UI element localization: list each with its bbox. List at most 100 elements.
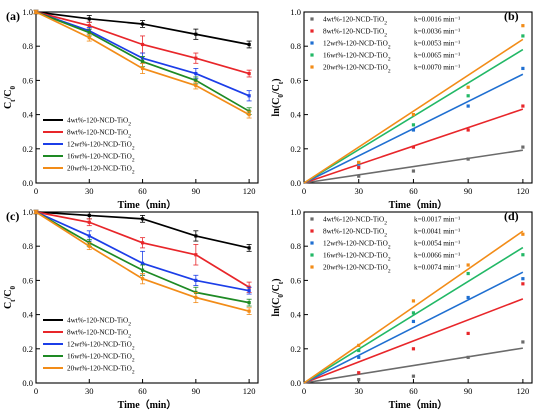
data-point bbox=[87, 234, 91, 238]
data-point bbox=[140, 277, 145, 281]
x-tick-label: 60 bbox=[409, 186, 418, 196]
plot-frame bbox=[303, 211, 533, 384]
y-tick-label: 0.8 bbox=[290, 241, 301, 251]
data-point bbox=[247, 309, 251, 313]
x-tick-label: 60 bbox=[409, 386, 418, 396]
data-point bbox=[411, 123, 416, 127]
data-point bbox=[411, 113, 416, 117]
data-point bbox=[247, 113, 251, 117]
data-point bbox=[521, 24, 525, 28]
data-point bbox=[466, 355, 470, 359]
legend-label: 20wt%-120-NCD-TiO2 bbox=[67, 165, 135, 176]
x-axis-title: Time（min） bbox=[389, 198, 448, 211]
data-point bbox=[466, 157, 470, 161]
data-point bbox=[87, 244, 91, 248]
x-tick-label: 120 bbox=[243, 186, 256, 196]
legend-label: 16wt%-120-NCD-TiO2 bbox=[323, 252, 391, 263]
legend-swatch bbox=[310, 229, 314, 233]
legend-swatch bbox=[310, 65, 314, 69]
legend-rate-constant: k=0.0054 min⁻¹ bbox=[414, 240, 460, 248]
data-point bbox=[140, 217, 145, 221]
y-tick-label: 0.2 bbox=[290, 344, 301, 354]
y-tick-label: 0.8 bbox=[22, 241, 33, 251]
legend-label: 16wt%-120-NCD-TiO2 bbox=[67, 153, 135, 164]
legend: 4wt%-120-NCD-TiO2 k=0.0016 min⁻¹ 8wt%-120-… bbox=[310, 16, 460, 75]
data-point bbox=[194, 234, 198, 238]
fit-line bbox=[303, 347, 524, 384]
data-point bbox=[411, 311, 416, 315]
data-point bbox=[247, 94, 251, 98]
data-point bbox=[411, 128, 416, 132]
data-point bbox=[87, 17, 91, 21]
y-tick-label: 0.2 bbox=[290, 144, 301, 154]
fit-line bbox=[303, 149, 523, 184]
data-point bbox=[466, 128, 470, 132]
legend: 4wt%-120-NCD-TiO2 k=0.0017 min⁻¹ 8wt%-120-… bbox=[310, 216, 460, 275]
legend-swatch bbox=[310, 217, 314, 221]
legend-label: 20wt%-120-NCD-TiO2 bbox=[67, 365, 135, 376]
data-point bbox=[521, 253, 525, 257]
series-2 bbox=[303, 104, 525, 184]
series-5 bbox=[33, 9, 252, 119]
y-tick-label: 0.6 bbox=[22, 75, 33, 85]
legend-rate-constant: k=0.0041 min⁻¹ bbox=[414, 228, 460, 236]
legend-rate-constant: k=0.0053 min⁻¹ bbox=[414, 40, 460, 48]
data-point bbox=[411, 319, 416, 324]
series-2 bbox=[33, 209, 252, 293]
data-point bbox=[521, 340, 525, 344]
legend-label: 20wt%-120-NCD-TiO2 bbox=[323, 264, 391, 275]
x-tick-label: 0 bbox=[34, 386, 38, 396]
data-point bbox=[357, 166, 361, 170]
y-tick-label: 1.0 bbox=[290, 207, 301, 217]
data-point bbox=[194, 253, 198, 257]
data-point bbox=[466, 94, 470, 98]
legend-label: 4wt%-120-NCD-TiO2 bbox=[67, 317, 131, 328]
legend-swatch bbox=[310, 29, 314, 33]
legend-rate-constant: k=0.0065 min⁻¹ bbox=[414, 52, 460, 60]
y-axis-title: Ct/C0 bbox=[3, 285, 17, 309]
y-tick-label: 1.0 bbox=[22, 7, 33, 17]
data-point bbox=[521, 34, 525, 38]
data-point bbox=[357, 371, 361, 375]
x-tick-label: 120 bbox=[243, 386, 256, 396]
data-point bbox=[357, 343, 361, 347]
data-point bbox=[411, 145, 416, 149]
y-tick-label: 0.8 bbox=[22, 41, 33, 51]
fit-line bbox=[303, 246, 524, 384]
legend-swatch bbox=[310, 253, 314, 257]
y-tick-label: 0.4 bbox=[290, 110, 301, 120]
series-5 bbox=[303, 24, 525, 184]
data-point bbox=[34, 10, 38, 14]
data-point bbox=[466, 271, 470, 276]
plot-frame bbox=[35, 11, 259, 184]
legend-rate-constant: k=0.0066 min⁻¹ bbox=[414, 252, 460, 260]
x-tick-label: 120 bbox=[517, 386, 530, 396]
data-point bbox=[87, 24, 91, 28]
x-tick-label: 30 bbox=[85, 386, 94, 396]
legend-label: 8wt%-120-NCD-TiO2 bbox=[323, 228, 387, 239]
data-point bbox=[466, 331, 470, 336]
data-point bbox=[521, 66, 525, 71]
x-tick-label: 120 bbox=[517, 186, 530, 196]
data-point bbox=[411, 169, 416, 173]
data-point bbox=[87, 213, 91, 218]
y-tick-label: 0.6 bbox=[290, 275, 301, 285]
legend-label: 4wt%-120-NCD-TiO2 bbox=[323, 216, 387, 227]
y-tick-label: 0.8 bbox=[290, 41, 301, 51]
data-point bbox=[357, 162, 361, 166]
data-point bbox=[247, 71, 251, 76]
legend-label: 8wt%-120-NCD-TiO2 bbox=[67, 129, 131, 140]
data-point bbox=[194, 78, 198, 82]
y-tick-label: 0.4 bbox=[290, 310, 301, 320]
y-axis-title: ln(C0/Ct) bbox=[271, 78, 285, 116]
x-tick-label: 0 bbox=[302, 186, 306, 196]
data-point bbox=[466, 104, 470, 108]
series-5 bbox=[303, 230, 525, 384]
series-3 bbox=[303, 271, 525, 384]
data-point bbox=[194, 56, 198, 60]
fit-line bbox=[303, 48, 524, 184]
series-2 bbox=[303, 282, 525, 384]
data-point bbox=[194, 71, 198, 76]
data-point bbox=[521, 232, 525, 236]
